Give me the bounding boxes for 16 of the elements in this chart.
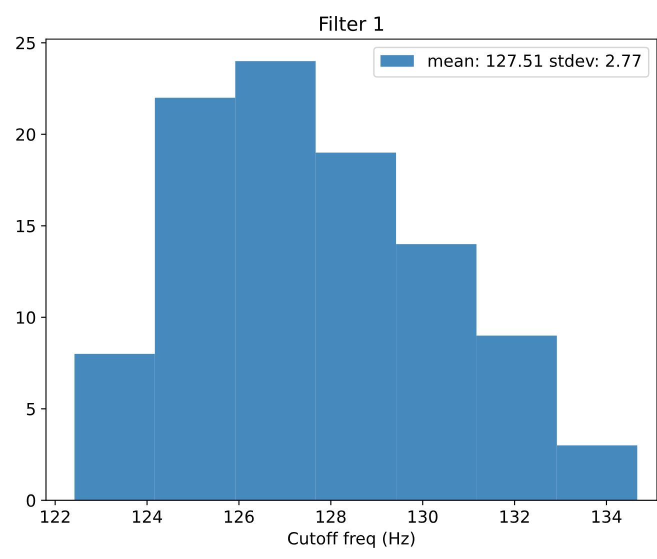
chart-title: Filter 1 bbox=[320, 16, 384, 32]
x-tick-label: 130 bbox=[408, 510, 438, 523]
x-tick-label: 126 bbox=[224, 510, 254, 523]
x-tick-label: 132 bbox=[500, 510, 529, 523]
y-tick-label: 25 bbox=[16, 36, 35, 50]
x-tick-label: 134 bbox=[592, 510, 622, 523]
y-tick-label: 20 bbox=[16, 128, 36, 141]
y-tick-label: 15 bbox=[16, 220, 35, 232]
x-tick-label: 128 bbox=[316, 510, 346, 523]
y-tick-label: 5 bbox=[26, 402, 35, 416]
y-tick-label: 0 bbox=[26, 494, 36, 507]
x-axis-title: Cutoff freq (Hz) bbox=[288, 532, 414, 548]
x-tick-label: 122 bbox=[41, 510, 70, 523]
y-tick-label: 10 bbox=[16, 311, 36, 324]
legend-label: mean: 127.51 stdev: 2.77 bbox=[428, 54, 641, 68]
x-tick-label: 124 bbox=[132, 510, 162, 523]
